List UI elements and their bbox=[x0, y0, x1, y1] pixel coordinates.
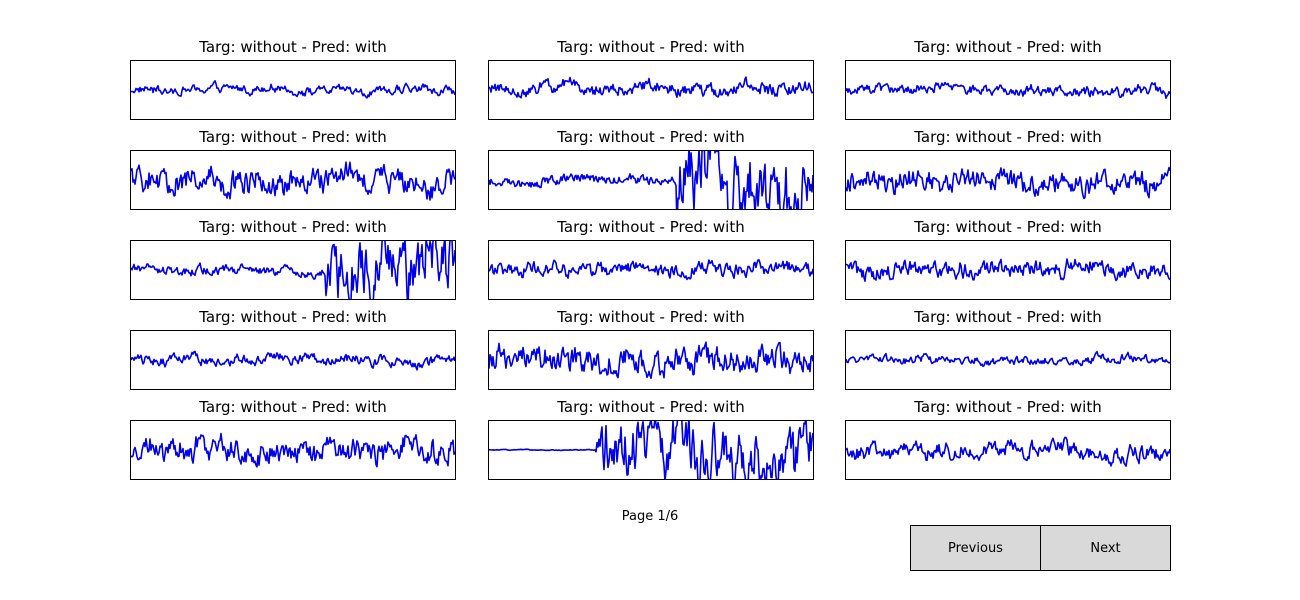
signal-plot-svg bbox=[489, 341, 813, 380]
signal-plot bbox=[130, 420, 456, 480]
signal-trace bbox=[846, 350, 1170, 368]
panel-title: Targ: without - Pred: with bbox=[557, 398, 745, 416]
signal-plot bbox=[130, 240, 456, 300]
signal-plot-svg bbox=[489, 151, 813, 209]
signal-trace bbox=[131, 79, 455, 99]
signal-trace bbox=[489, 151, 813, 209]
panel-title: Targ: without - Pred: with bbox=[557, 128, 745, 146]
signal-plot bbox=[130, 60, 456, 120]
signal-plot-svg bbox=[131, 161, 455, 201]
signal-trace bbox=[846, 81, 1170, 100]
signal-plot-svg bbox=[489, 421, 813, 479]
signal-plot-svg bbox=[131, 350, 455, 371]
signal-trace bbox=[846, 166, 1170, 200]
signal-plot bbox=[488, 60, 814, 120]
signal-plot-svg bbox=[489, 259, 813, 281]
signal-trace bbox=[131, 350, 455, 371]
panel-title: Targ: without - Pred: with bbox=[557, 38, 745, 56]
signal-trace bbox=[489, 259, 813, 281]
signal-trace bbox=[489, 421, 813, 479]
signal-plot bbox=[845, 60, 1171, 120]
panel-title: Targ: without - Pred: with bbox=[914, 398, 1102, 416]
signal-trace bbox=[131, 241, 455, 299]
signal-plot-svg bbox=[846, 350, 1170, 368]
page-indicator: Page 1/6 bbox=[621, 509, 679, 524]
panel-title: Targ: without - Pred: with bbox=[914, 128, 1102, 146]
panel-title: Targ: without - Pred: with bbox=[557, 308, 745, 326]
signal-trace bbox=[489, 76, 813, 99]
panel-title: Targ: without - Pred: with bbox=[914, 38, 1102, 56]
signal-plot bbox=[488, 420, 814, 480]
previous-button[interactable]: Previous bbox=[910, 525, 1041, 571]
panel-title: Targ: without - Pred: with bbox=[199, 128, 387, 146]
signal-trace bbox=[131, 432, 455, 468]
signal-plot bbox=[488, 330, 814, 390]
signal-plot-svg bbox=[846, 166, 1170, 200]
signal-plot-svg bbox=[131, 241, 455, 299]
signal-trace bbox=[489, 341, 813, 380]
signal-plot bbox=[845, 420, 1171, 480]
panel-title: Targ: without - Pred: with bbox=[199, 218, 387, 236]
next-button[interactable]: Next bbox=[1040, 525, 1171, 571]
signal-plot-svg bbox=[131, 79, 455, 99]
panel-title: Targ: without - Pred: with bbox=[199, 398, 387, 416]
signal-plot bbox=[130, 150, 456, 210]
signal-plot bbox=[488, 240, 814, 300]
panel-title: Targ: without - Pred: with bbox=[914, 218, 1102, 236]
signal-plot-svg bbox=[131, 432, 455, 468]
signal-plot-svg bbox=[489, 76, 813, 99]
signal-plot-svg bbox=[846, 436, 1170, 467]
signal-plot bbox=[845, 330, 1171, 390]
signal-trace bbox=[131, 161, 455, 201]
panel-title: Targ: without - Pred: with bbox=[557, 218, 745, 236]
signal-plot bbox=[488, 150, 814, 210]
signal-plot bbox=[845, 240, 1171, 300]
signal-plot bbox=[130, 330, 456, 390]
panel-title: Targ: without - Pred: with bbox=[199, 38, 387, 56]
signal-plot-svg bbox=[846, 81, 1170, 100]
signal-trace bbox=[846, 258, 1170, 282]
panel-title: Targ: without - Pred: with bbox=[914, 308, 1102, 326]
signal-plot bbox=[845, 150, 1171, 210]
panel-title: Targ: without - Pred: with bbox=[199, 308, 387, 326]
signal-trace bbox=[846, 436, 1170, 467]
signal-plot-svg bbox=[846, 258, 1170, 282]
